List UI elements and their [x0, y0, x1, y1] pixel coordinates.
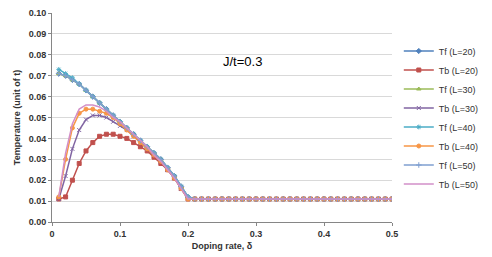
- svg-text:0.07: 0.07: [29, 71, 47, 81]
- svg-text:Temperature (unit of t): Temperature (unit of t): [12, 70, 22, 165]
- svg-text:Tb (L=20): Tb (L=20): [439, 66, 478, 76]
- svg-text:0.08: 0.08: [29, 50, 47, 60]
- svg-text:0.05: 0.05: [29, 113, 47, 123]
- svg-text:0.00: 0.00: [29, 217, 47, 227]
- svg-text:0.10: 0.10: [29, 8, 47, 18]
- svg-text:0.03: 0.03: [29, 154, 47, 164]
- svg-text:0.3: 0.3: [250, 229, 263, 239]
- svg-text:0.1: 0.1: [114, 229, 127, 239]
- svg-text:Tf (L=20): Tf (L=20): [439, 47, 476, 57]
- svg-text:Tb (L=30): Tb (L=30): [439, 104, 478, 114]
- svg-text:Doping rate, δ: Doping rate, δ: [192, 241, 253, 251]
- svg-text:0.02: 0.02: [29, 175, 47, 185]
- svg-text:0.04: 0.04: [29, 134, 47, 144]
- svg-text:Tf (L=30): Tf (L=30): [439, 85, 476, 95]
- svg-text:Tb (L=40): Tb (L=40): [439, 142, 478, 152]
- svg-text:Tb (L=50): Tb (L=50): [439, 180, 478, 190]
- svg-text:0.09: 0.09: [29, 29, 47, 39]
- svg-text:J/t=0.3: J/t=0.3: [223, 54, 262, 69]
- svg-text:0.2: 0.2: [182, 229, 195, 239]
- svg-text:0.01: 0.01: [29, 196, 47, 206]
- svg-text:0.4: 0.4: [318, 229, 331, 239]
- svg-text:Tf (L=50): Tf (L=50): [439, 161, 476, 171]
- svg-text:0.06: 0.06: [29, 92, 47, 102]
- svg-text:Tf (L=40): Tf (L=40): [439, 123, 476, 133]
- svg-text:0: 0: [49, 229, 54, 239]
- svg-text:0.5: 0.5: [386, 229, 399, 239]
